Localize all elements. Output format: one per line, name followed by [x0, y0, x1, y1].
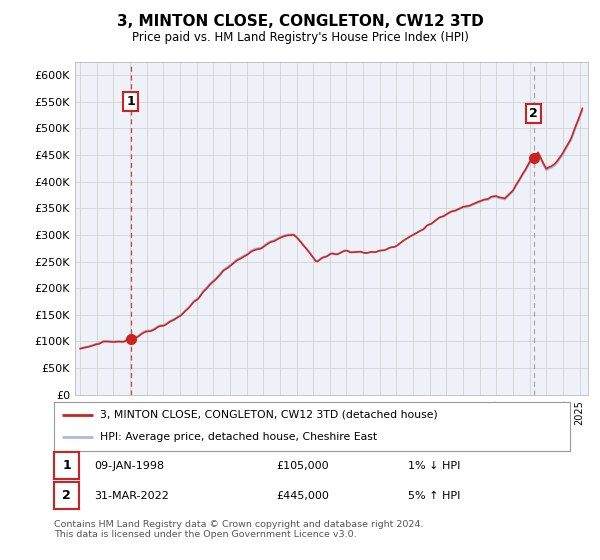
- Text: 1: 1: [62, 459, 71, 473]
- Text: 3, MINTON CLOSE, CONGLETON, CW12 3TD (detached house): 3, MINTON CLOSE, CONGLETON, CW12 3TD (de…: [100, 410, 438, 420]
- Text: Price paid vs. HM Land Registry's House Price Index (HPI): Price paid vs. HM Land Registry's House …: [131, 31, 469, 44]
- Text: 1% ↓ HPI: 1% ↓ HPI: [408, 461, 460, 471]
- Text: £105,000: £105,000: [276, 461, 329, 471]
- Text: 2: 2: [62, 489, 71, 502]
- Text: 3, MINTON CLOSE, CONGLETON, CW12 3TD: 3, MINTON CLOSE, CONGLETON, CW12 3TD: [116, 14, 484, 29]
- Text: £445,000: £445,000: [276, 491, 329, 501]
- Text: 1: 1: [126, 95, 135, 108]
- Text: HPI: Average price, detached house, Cheshire East: HPI: Average price, detached house, Ches…: [100, 432, 377, 442]
- Text: 5% ↑ HPI: 5% ↑ HPI: [408, 491, 460, 501]
- Text: 09-JAN-1998: 09-JAN-1998: [94, 461, 164, 471]
- Text: Contains HM Land Registry data © Crown copyright and database right 2024.
This d: Contains HM Land Registry data © Crown c…: [54, 520, 424, 539]
- Text: 31-MAR-2022: 31-MAR-2022: [94, 491, 169, 501]
- Text: 2: 2: [529, 107, 538, 120]
